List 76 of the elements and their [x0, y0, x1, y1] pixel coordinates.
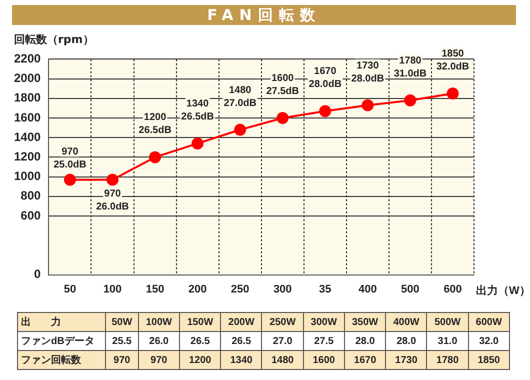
- x-tick-label: 300: [273, 283, 292, 296]
- text: 300W: [303, 312, 344, 332]
- y-tick-label: 2000: [14, 71, 42, 86]
- chart-title: FAN回転数: [12, 5, 516, 25]
- data-label: 970 26.0dB: [96, 188, 129, 213]
- y-axis-title: 回転数（rpm）: [14, 32, 94, 47]
- text: 32.0: [468, 332, 510, 350]
- x-tick-label: 250: [230, 283, 250, 296]
- y-tick-label: 800: [20, 188, 42, 203]
- text: 1780: [426, 350, 468, 370]
- text: 600W: [468, 312, 510, 332]
- data-label: 1670 28.0dB: [308, 66, 342, 90]
- text: ファンdBデータ: [18, 332, 106, 350]
- text: 1850: [468, 350, 510, 370]
- y-tick-label: 1200: [14, 150, 42, 164]
- point: [446, 88, 459, 100]
- text: 26.5: [220, 332, 262, 350]
- point: [192, 137, 204, 150]
- x-tick-label: 600: [444, 283, 462, 296]
- point: [319, 105, 332, 118]
- y-tick-label: 600: [20, 208, 42, 222]
- data-label: 1850 32.0dB: [436, 48, 470, 72]
- text: 350W: [344, 312, 386, 332]
- data-label: 970 25.0dB: [54, 146, 86, 171]
- point: [64, 174, 76, 186]
- point: [234, 124, 246, 136]
- text: 1200: [180, 350, 221, 370]
- point: [276, 112, 289, 124]
- text: 25.5: [106, 332, 138, 350]
- y-tick-label: 1000: [14, 169, 42, 184]
- text: 28.0: [344, 332, 386, 350]
- text: 28.0: [386, 332, 427, 350]
- text: 31.0: [426, 332, 468, 350]
- y-tick-label: 0: [34, 267, 42, 282]
- x-axis-title: 出力（W）: [476, 284, 530, 298]
- text: 出 力: [18, 312, 106, 332]
- y-tick-label: 1800: [14, 90, 42, 105]
- text: 1340: [220, 350, 262, 370]
- text: 150W: [180, 312, 221, 332]
- y-tick-label: 1600: [14, 110, 42, 124]
- x-tick-label: 500: [401, 283, 420, 296]
- point: [149, 151, 162, 164]
- y-tick-label: 2200: [14, 52, 42, 66]
- text: ファン回転数: [18, 350, 106, 370]
- data-label: 1340 26.5dB: [181, 98, 214, 122]
- point: [106, 174, 118, 186]
- text: 200W: [220, 312, 262, 332]
- text: 1670: [344, 350, 386, 370]
- text: 400W: [386, 312, 427, 332]
- x-tick-label: 200: [188, 283, 207, 296]
- text: 1600: [303, 350, 344, 370]
- data-label: 1600 27.5dB: [266, 73, 300, 97]
- x-tick-label: 100: [103, 283, 122, 296]
- data-label: 1200 26.5dB: [138, 112, 172, 136]
- y-tick-label: 1400: [14, 130, 42, 144]
- text: 26.5: [180, 332, 221, 350]
- data-label: 1730 28.0dB: [351, 60, 384, 84]
- x-tick-label: 35: [319, 283, 332, 296]
- text: 1480: [262, 350, 304, 370]
- text: 26.0: [138, 332, 180, 350]
- text: 1730: [386, 350, 427, 370]
- text: 27.5: [303, 332, 344, 350]
- text: 100W: [138, 312, 180, 332]
- text: 50W: [106, 312, 138, 332]
- point: [362, 99, 374, 112]
- x-tick-label: 400: [358, 283, 377, 296]
- point: [404, 94, 416, 106]
- text: 27.0: [262, 332, 304, 350]
- x-tick-label: 150: [146, 283, 164, 296]
- text: 250W: [262, 312, 304, 332]
- text: 970: [106, 350, 138, 370]
- data-label: 1780 31.0dB: [394, 55, 427, 80]
- data-label: 1480 27.0dB: [224, 84, 256, 109]
- x-tick-label: 50: [64, 283, 76, 296]
- text: 970: [138, 350, 180, 370]
- text: 500W: [426, 312, 468, 332]
